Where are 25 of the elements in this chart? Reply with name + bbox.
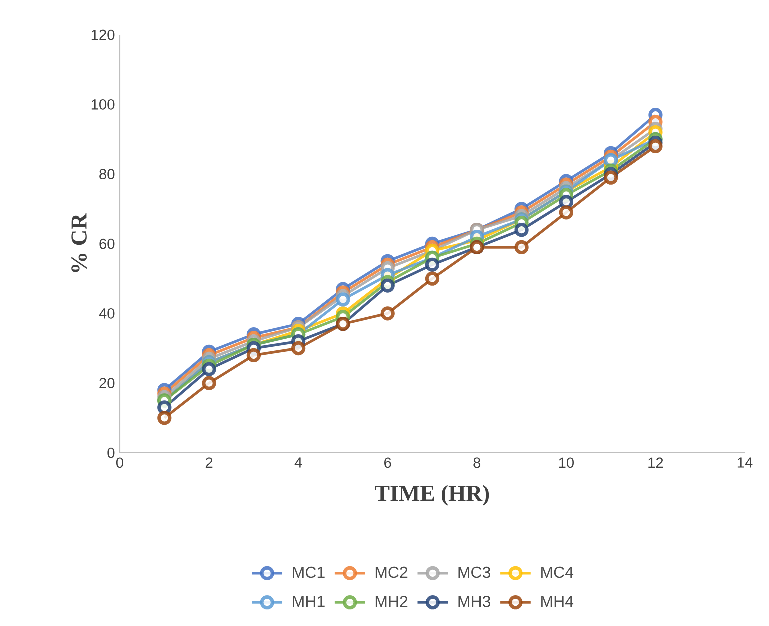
legend-label: MH3 [458, 596, 491, 608]
y-tick-label: 100 [92, 99, 115, 110]
legend-label: MH4 [542, 596, 574, 608]
x-tick-label: 12 [648, 458, 664, 468]
y-tick-label: 0 [108, 448, 115, 458]
x-tick-label: 14 [738, 458, 753, 468]
legend-label: MH2 [376, 596, 408, 608]
x-tick-label: 10 [559, 458, 574, 468]
y-tick-label: 120 [92, 30, 115, 40]
legend-label: MH1 [293, 596, 325, 608]
x-tick-label: 0 [116, 458, 124, 468]
x-axis-title: TIME (HR) [375, 485, 490, 506]
x-tick-label: 8 [474, 458, 481, 468]
legend-label: MC2 [376, 566, 408, 578]
x-tick-label: 2 [206, 458, 213, 468]
y-tick-label: 20 [100, 378, 115, 389]
y-tick-label: 40 [99, 308, 115, 319]
legend-label: MC1 [293, 566, 325, 578]
y-axis-title: % CR [72, 213, 87, 272]
legend-label: MC3 [458, 566, 491, 578]
y-tick-label: 60 [100, 238, 115, 250]
x-tick-label: 4 [294, 458, 302, 468]
x-tick-label: 6 [384, 458, 392, 468]
y-tick-label: 80 [100, 169, 115, 180]
legend-label: MC4 [542, 566, 574, 578]
